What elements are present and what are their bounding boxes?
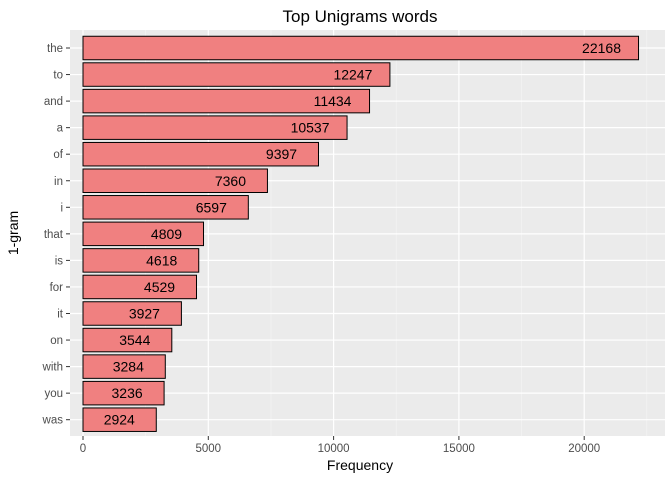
data-label-and: 11434: [314, 93, 352, 109]
data-label-was: 2924: [104, 412, 135, 428]
data-label-to: 12247: [333, 67, 372, 83]
x-tick-label: 0: [80, 443, 86, 455]
y-tick-label-the: the: [47, 43, 63, 55]
y-tick-label-of: of: [53, 149, 63, 161]
data-label-you: 3236: [112, 385, 143, 401]
bar-to: [82, 62, 391, 87]
chart-title: Top Unigrams words: [283, 7, 438, 26]
bar-the: [82, 35, 640, 61]
data-label-the: 22168: [582, 40, 621, 56]
y-tick-label-a: a: [57, 123, 64, 135]
bar-and: [82, 88, 371, 114]
bar-with: [82, 354, 166, 379]
y-tick-label-for: for: [50, 282, 64, 294]
data-label-with: 3284: [113, 359, 144, 375]
y-tick-label-to: to: [53, 70, 63, 82]
data-labels: 22168 12247 11434 10537 9397 7360 6597 4809 4618…: [104, 40, 622, 428]
y-tick-label-and: and: [44, 96, 63, 108]
data-label-a: 10537: [291, 120, 330, 136]
data-label-is: 4618: [146, 252, 177, 268]
bar-is: [82, 248, 200, 273]
bar-of: [82, 141, 319, 167]
bar-i: [82, 195, 249, 220]
bar-for: [82, 274, 197, 300]
y-tick-label-in: in: [54, 176, 63, 188]
y-tick-label-on: on: [50, 335, 63, 347]
data-label-it: 3927: [129, 306, 160, 322]
data-label-on: 3544: [119, 332, 150, 348]
bar-it: [82, 301, 182, 326]
data-label-that: 4809: [151, 226, 182, 242]
y-axis: the to and a of in i that is for it on with you was: [42, 43, 70, 427]
x-axis-title: Frequency: [327, 457, 393, 473]
y-tick-label-was: was: [42, 415, 64, 427]
data-label-i: 6597: [196, 199, 227, 215]
x-tick-label: 10000: [318, 443, 350, 455]
y-tick-label-that: that: [44, 229, 64, 241]
bars: [82, 35, 640, 432]
data-label-of: 9397: [266, 146, 297, 162]
x-tick-label: 15000: [443, 443, 475, 455]
y-tick-label-you: you: [44, 388, 63, 400]
data-label-in: 7360: [215, 173, 246, 189]
bar-that: [82, 221, 205, 247]
x-tick-label: 20000: [568, 443, 600, 455]
data-label-for: 4529: [144, 279, 175, 295]
x-tick-label: 5000: [196, 443, 222, 455]
y-tick-label-it: it: [57, 309, 64, 321]
y-axis-title: 1-gram: [5, 211, 21, 255]
y-tick-label-is: is: [55, 255, 64, 267]
bar-on: [82, 327, 173, 353]
bar-you: [82, 380, 165, 406]
bar-was: [82, 407, 157, 432]
y-tick-label-with: with: [42, 362, 63, 374]
y-tick-label-i: i: [60, 202, 63, 214]
bar-in: [82, 168, 268, 193]
x-axis: 0 5000 10000 15000 20000: [80, 436, 600, 455]
bar-a: [82, 115, 348, 140]
